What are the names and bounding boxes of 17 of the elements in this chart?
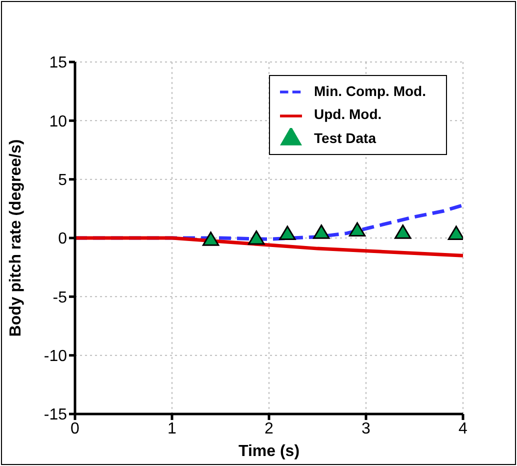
y-tick-label: 10	[49, 113, 68, 130]
y-tick-label: 0	[58, 230, 68, 248]
x-tick-label: 4	[458, 420, 468, 438]
x-tick-label: 2	[264, 420, 274, 438]
y-tick-label: 5	[58, 172, 68, 190]
legend-label: Upd. Mod.	[314, 106, 382, 122]
x-tick-label: 1	[168, 420, 177, 438]
y-axis-title: Body pitch rate (degree/s)	[8, 139, 25, 337]
legend-label: Min. Comp. Mod.	[314, 83, 426, 99]
y-tick-label: -10	[44, 348, 68, 366]
x-tick-label: 0	[70, 420, 80, 438]
x-axis-title: Time (s)	[238, 443, 300, 460]
legend-label: Test Data	[314, 130, 376, 146]
y-tick-label: 15	[49, 54, 68, 72]
x-tick-label: 3	[362, 420, 371, 438]
y-tick-label: -15	[44, 406, 68, 424]
y-tick-label: -5	[52, 289, 68, 306]
